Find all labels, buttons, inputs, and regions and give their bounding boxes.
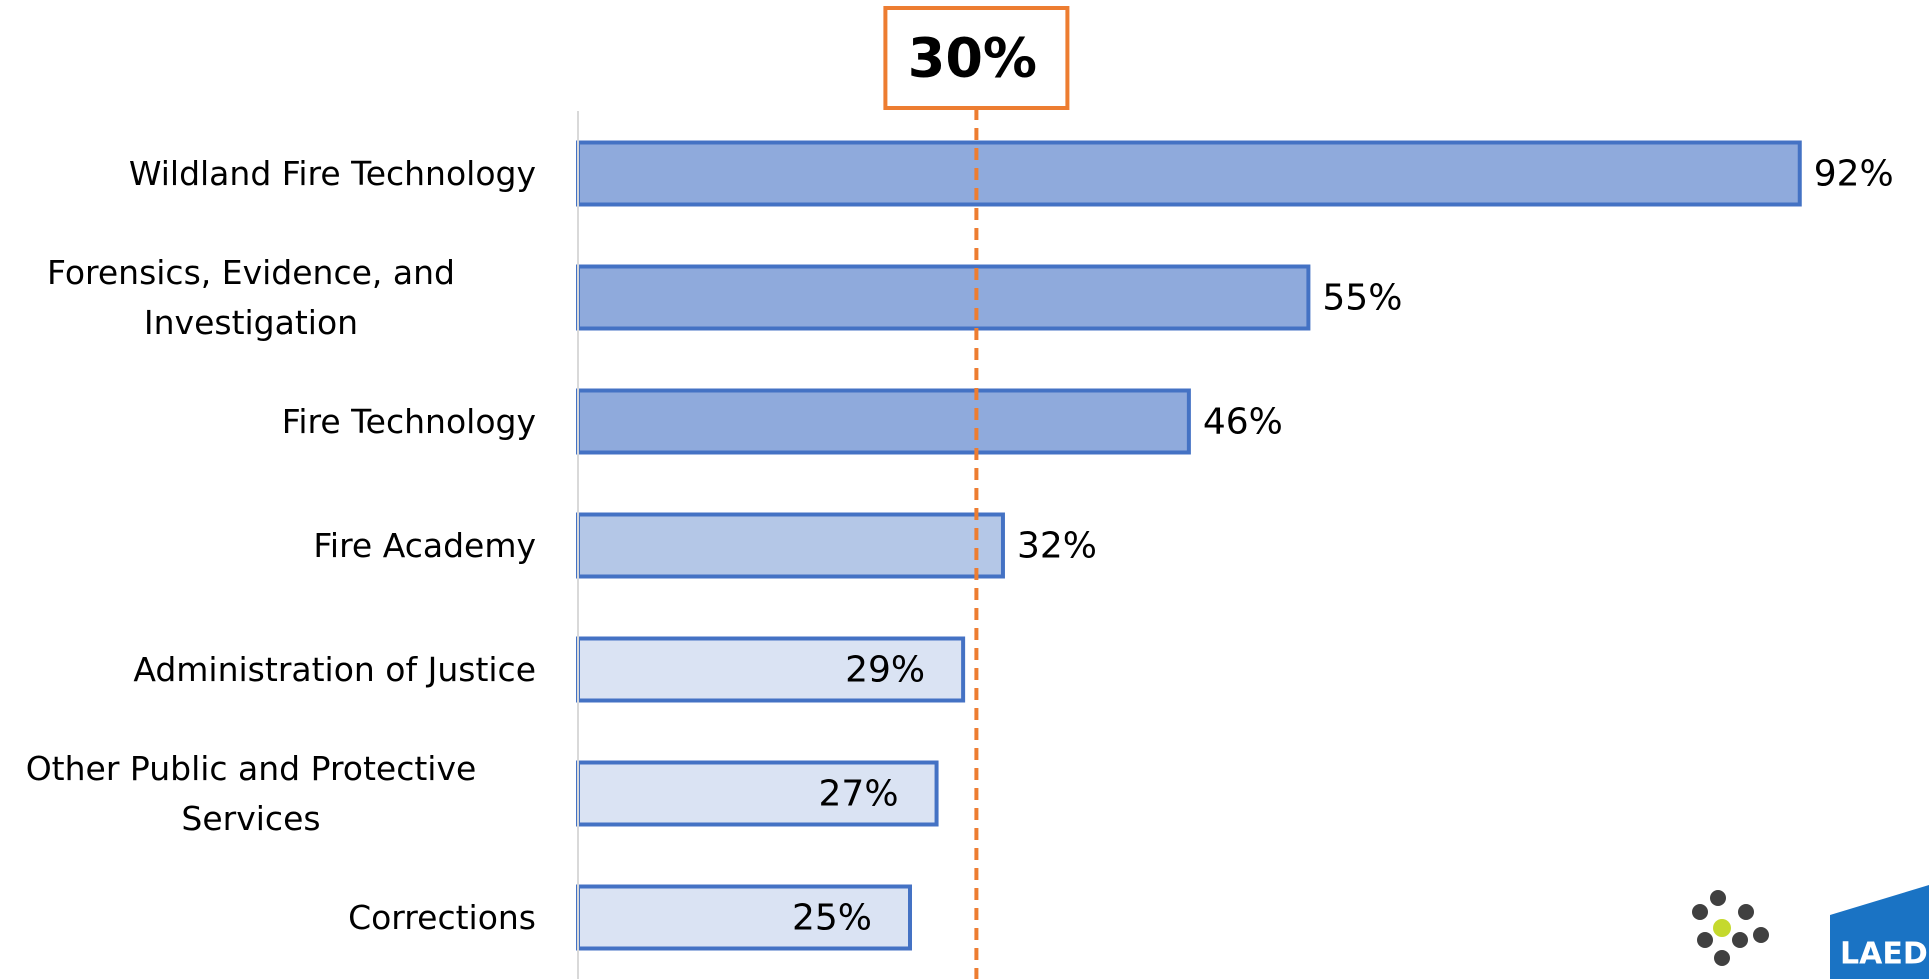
reference-label: 30% (908, 27, 1037, 90)
bar (576, 388, 1191, 455)
value-label: 46% (1203, 402, 1283, 443)
value-label: 29% (845, 650, 925, 691)
bar (576, 140, 1802, 207)
category-label: Wildland Fire Technology (128, 153, 536, 193)
reference-box (883, 6, 1070, 110)
bar (576, 512, 1005, 579)
value-label: 92% (1814, 154, 1894, 195)
category-label: Other Public and Protective Services (25, 748, 477, 838)
bar (576, 760, 939, 827)
bar (576, 884, 912, 951)
value-label: 25% (792, 898, 872, 939)
bar (576, 264, 1311, 331)
value-label: 27% (819, 774, 899, 815)
category-label: Corrections (348, 897, 536, 937)
logo: LAED (1692, 885, 1929, 979)
category-label: Fire Technology (281, 401, 536, 441)
category-label: Forensics, Evidence, and Investigation (47, 252, 455, 342)
logo-text: LAED (1840, 937, 1928, 972)
category-label: Administration of Justice (133, 649, 536, 689)
value-label: 55% (1322, 278, 1402, 319)
category-label: Fire Academy (313, 525, 536, 565)
value-label: 32% (1017, 526, 1097, 567)
